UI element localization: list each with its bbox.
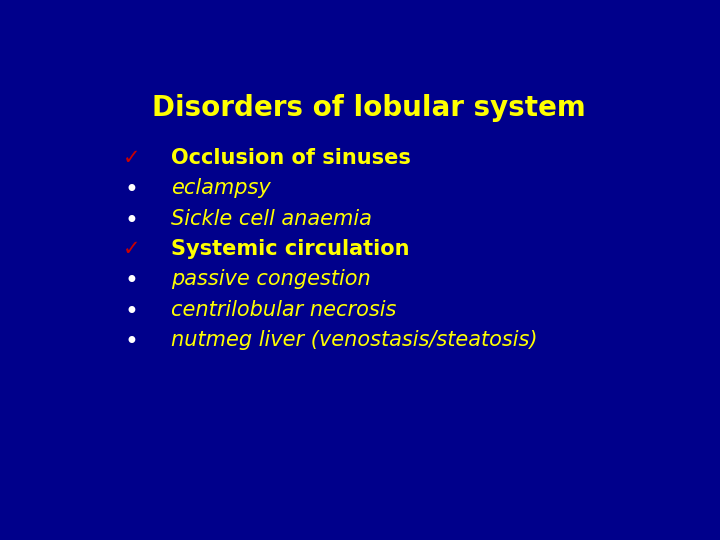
Text: Occlusion of sinuses: Occlusion of sinuses [171, 148, 411, 168]
Text: centrilobular necrosis: centrilobular necrosis [171, 300, 396, 320]
Text: ✓: ✓ [123, 148, 140, 168]
Text: •: • [125, 208, 139, 233]
Text: Systemic circulation: Systemic circulation [171, 239, 410, 259]
Text: •: • [125, 330, 139, 354]
Text: nutmeg liver (venostasis/steatosis): nutmeg liver (venostasis/steatosis) [171, 330, 537, 350]
Text: •: • [125, 269, 139, 293]
Text: ✓: ✓ [123, 239, 140, 259]
Text: Sickle cell anaemia: Sickle cell anaemia [171, 208, 372, 228]
Text: •: • [125, 178, 139, 202]
Text: passive congestion: passive congestion [171, 269, 371, 289]
Text: Disorders of lobular system: Disorders of lobular system [152, 94, 586, 122]
Text: eclampsy: eclampsy [171, 178, 271, 198]
Text: •: • [125, 300, 139, 323]
